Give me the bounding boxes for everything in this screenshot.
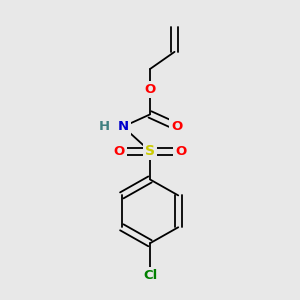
Text: O: O	[114, 145, 125, 158]
Text: O: O	[175, 145, 186, 158]
Text: N: N	[117, 120, 129, 133]
Text: O: O	[171, 120, 183, 133]
Text: Cl: Cl	[143, 268, 157, 282]
Text: H: H	[99, 120, 110, 133]
Text: S: S	[145, 144, 155, 158]
Text: O: O	[144, 83, 156, 96]
